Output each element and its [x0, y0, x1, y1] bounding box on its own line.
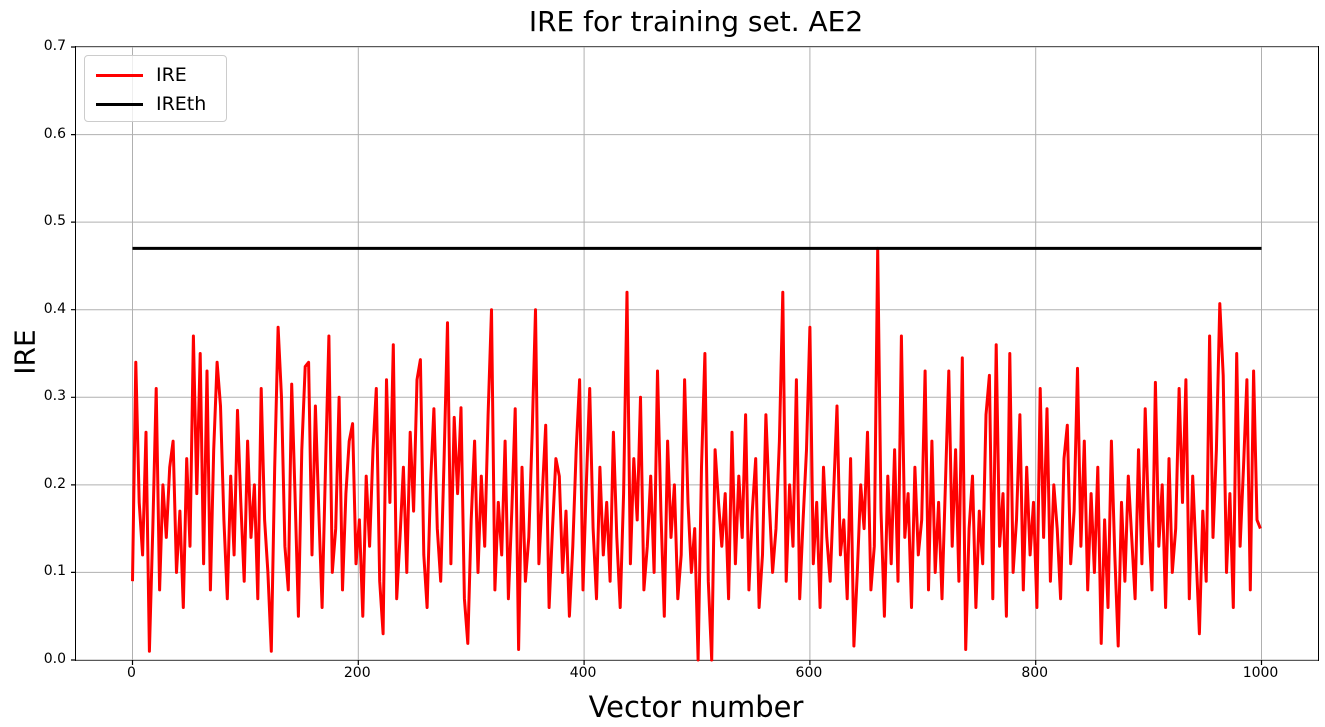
legend-label-ire: IRE: [156, 64, 187, 86]
y-axis-label: IRE: [8, 329, 42, 375]
x-tick-label: 0: [126, 665, 136, 681]
legend-line-ireth: [96, 103, 143, 106]
x-tick-label: 1000: [1242, 665, 1279, 681]
plot-area: [71, 46, 1319, 665]
x-axis-label: Vector number: [588, 690, 804, 724]
y-tick-label: 0.1: [43, 563, 66, 580]
legend: IRE IREth: [84, 55, 227, 122]
y-tick-label: 0.6: [43, 125, 66, 142]
tick-marks: [71, 46, 1263, 665]
y-tick-label: 0.5: [43, 213, 66, 230]
chart-title: IRE for training set. AE2: [528, 5, 864, 38]
legend-line-ire: [96, 74, 143, 77]
legend-label-ireth: IREth: [156, 93, 207, 115]
y-tick-label: 0.2: [43, 475, 66, 492]
ire-line: [131, 246, 1262, 662]
y-tick-label: 0.3: [43, 388, 66, 405]
x-tick-label: 600: [795, 665, 823, 681]
legend-item-ire: IRE: [96, 61, 226, 90]
x-tick-label: 800: [1021, 665, 1049, 681]
plot-svg: [71, 46, 1318, 665]
y-tick-label: 0.4: [43, 300, 66, 317]
y-tick-label: 0.0: [43, 651, 66, 667]
x-tick-label: 400: [569, 665, 597, 681]
x-tick-label: 200: [343, 665, 371, 681]
y-tick-label: 0.7: [43, 38, 66, 54]
legend-item-ireth: IREth: [96, 90, 226, 119]
